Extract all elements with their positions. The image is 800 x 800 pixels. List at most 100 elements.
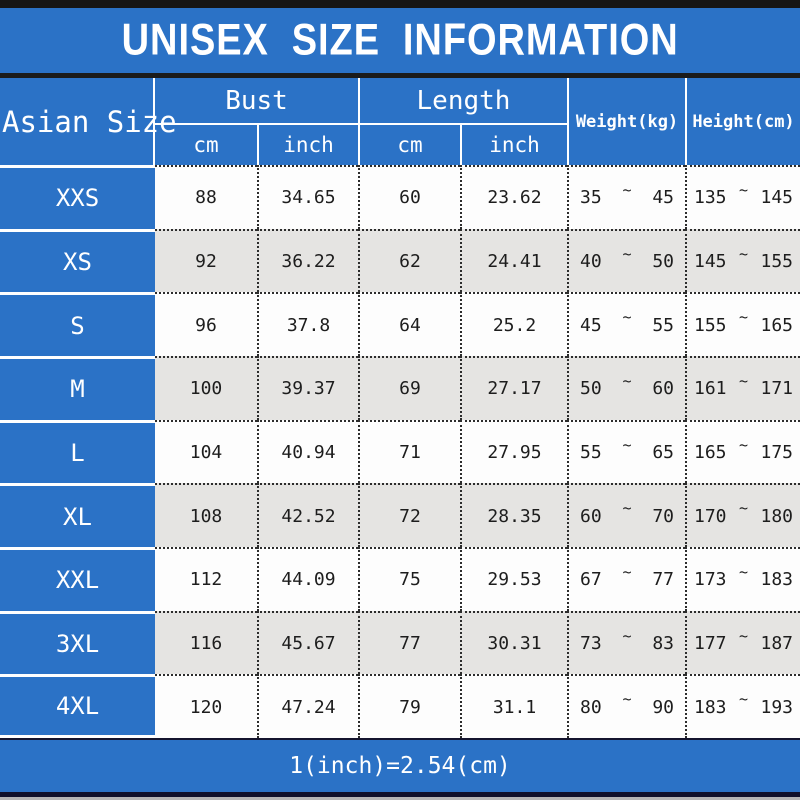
tilde-symbol: ~ bbox=[622, 371, 632, 390]
length-cm-cell: 77 bbox=[358, 610, 460, 675]
height-max: 193 bbox=[760, 696, 793, 718]
weight-max: 65 bbox=[652, 442, 674, 464]
weight-min: 50 bbox=[580, 378, 602, 400]
table-row: 4XL 120 47.24 79 31.1 80 ~90 183 ~193 bbox=[0, 674, 800, 739]
weight-min: 40 bbox=[580, 251, 602, 272]
table-row: XXL 112 44.09 75 29.53 67 ~77 173 ~183 bbox=[0, 547, 800, 611]
length-cm-cell: 62 bbox=[358, 228, 460, 293]
tilde-symbol: ~ bbox=[622, 690, 632, 709]
tilde-symbol: ~ bbox=[738, 435, 749, 454]
table-row: L 104 40.94 71 27.95 55 ~65 165 ~175 bbox=[0, 419, 800, 484]
size-cell: XL bbox=[0, 483, 155, 548]
height-max: 145 bbox=[760, 187, 793, 209]
tilde-symbol: ~ bbox=[738, 499, 749, 518]
height-min: 170 bbox=[694, 505, 727, 527]
header-weight: Weight(kg) bbox=[567, 78, 685, 165]
tilde-symbol: ~ bbox=[738, 626, 749, 645]
length-inch-cell: 27.17 bbox=[460, 356, 567, 420]
bust-inch-cell: 39.37 bbox=[257, 356, 358, 420]
size-cell: XS bbox=[0, 228, 155, 293]
bust-cm-cell: 112 bbox=[155, 547, 257, 611]
weight-max: 70 bbox=[652, 505, 674, 527]
length-inch-cell: 24.41 bbox=[460, 228, 567, 293]
table-header: Asian Size Bust Length cm inch cm inch W… bbox=[0, 78, 800, 165]
bust-cm-cell: 100 bbox=[155, 356, 257, 420]
size-cell: L bbox=[0, 419, 155, 484]
bust-cm-cell: 96 bbox=[155, 292, 257, 357]
height-range-cell: 170 ~180 bbox=[685, 483, 800, 548]
length-inch-cell: 30.31 bbox=[460, 610, 567, 675]
bust-cm-cell: 88 bbox=[155, 165, 257, 229]
height-range-cell: 177 ~187 bbox=[685, 610, 800, 675]
height-min: 161 bbox=[694, 378, 727, 400]
tilde-symbol: ~ bbox=[738, 562, 749, 581]
tilde-symbol: ~ bbox=[738, 244, 749, 263]
bust-cm-cell: 104 bbox=[155, 419, 257, 484]
weight-max: 60 bbox=[652, 378, 674, 400]
page-title: UNISEX SIZE INFORMATION bbox=[121, 15, 679, 65]
height-min: 173 bbox=[694, 569, 727, 591]
length-cm-cell: 69 bbox=[358, 356, 460, 420]
weight-max: 77 bbox=[652, 569, 674, 591]
height-min: 145 bbox=[694, 251, 727, 272]
weight-range-cell: 73 ~83 bbox=[567, 610, 685, 675]
size-cell: M bbox=[0, 356, 155, 420]
tilde-symbol: ~ bbox=[622, 435, 632, 454]
height-range-cell: 135 ~145 bbox=[685, 165, 800, 229]
length-inch-cell: 27.95 bbox=[460, 419, 567, 484]
tilde-symbol: ~ bbox=[622, 244, 632, 263]
weight-max: 50 bbox=[652, 251, 674, 272]
height-min: 135 bbox=[694, 187, 727, 209]
header-asian-size: Asian Size bbox=[0, 78, 177, 165]
height-max: 187 bbox=[760, 633, 793, 655]
height-max: 171 bbox=[760, 378, 793, 400]
length-cm-cell: 60 bbox=[358, 165, 460, 229]
length-cm-cell: 79 bbox=[358, 674, 460, 739]
weight-range-cell: 50 ~60 bbox=[567, 356, 685, 420]
header-length-inch: inch bbox=[460, 125, 567, 165]
tilde-symbol: ~ bbox=[738, 371, 749, 390]
height-max: 165 bbox=[760, 314, 793, 336]
tilde-symbol: ~ bbox=[622, 626, 632, 645]
table-row: S 96 37.8 64 25.2 45 ~55 155 ~165 bbox=[0, 292, 800, 357]
bust-inch-cell: 34.65 bbox=[257, 165, 358, 229]
height-min: 177 bbox=[694, 633, 727, 655]
table-row: XXS 88 34.65 60 23.62 35 ~45 135 ~145 bbox=[0, 165, 800, 229]
footer-band: 1(inch)=2.54(cm) bbox=[0, 738, 800, 792]
conversion-note: 1(inch)=2.54(cm) bbox=[289, 753, 511, 779]
table-body: XXS 88 34.65 60 23.62 35 ~45 135 ~145 XS 92 36.22 62… bbox=[0, 165, 800, 739]
height-min: 165 bbox=[694, 442, 727, 464]
weight-range-cell: 80 ~90 bbox=[567, 674, 685, 739]
height-range-cell: 145 ~155 bbox=[685, 228, 800, 293]
tilde-symbol: ~ bbox=[622, 180, 632, 199]
length-cm-cell: 71 bbox=[358, 419, 460, 484]
header-bust: Bust bbox=[155, 78, 358, 125]
tilde-symbol: ~ bbox=[622, 308, 632, 327]
table-row: 3XL 116 45.67 77 30.31 73 ~83 177 ~187 bbox=[0, 610, 800, 675]
tilde-symbol: ~ bbox=[622, 562, 632, 581]
bust-inch-cell: 40.94 bbox=[257, 419, 358, 484]
weight-min: 73 bbox=[580, 633, 602, 655]
height-range-cell: 173 ~183 bbox=[685, 547, 800, 611]
length-cm-cell: 75 bbox=[358, 547, 460, 611]
length-cm-cell: 72 bbox=[358, 483, 460, 548]
bottom-edge bbox=[0, 797, 800, 800]
top-border bbox=[0, 0, 800, 8]
weight-range-cell: 55 ~65 bbox=[567, 419, 685, 484]
weight-range-cell: 60 ~70 bbox=[567, 483, 685, 548]
bust-cm-cell: 120 bbox=[155, 674, 257, 739]
tilde-symbol: ~ bbox=[622, 499, 632, 518]
size-cell: 3XL bbox=[0, 610, 155, 675]
height-max: 183 bbox=[760, 569, 793, 591]
header-length-cm: cm bbox=[358, 125, 460, 165]
weight-min: 55 bbox=[580, 442, 602, 464]
length-inch-cell: 28.35 bbox=[460, 483, 567, 548]
height-range-cell: 155 ~165 bbox=[685, 292, 800, 357]
weight-min: 60 bbox=[580, 505, 602, 527]
header-bust-inch: inch bbox=[257, 125, 358, 165]
weight-min: 67 bbox=[580, 569, 602, 591]
size-cell: XXL bbox=[0, 547, 155, 611]
weight-min: 35 bbox=[580, 187, 602, 209]
table-row: M 100 39.37 69 27.17 50 ~60 161 ~171 bbox=[0, 356, 800, 420]
